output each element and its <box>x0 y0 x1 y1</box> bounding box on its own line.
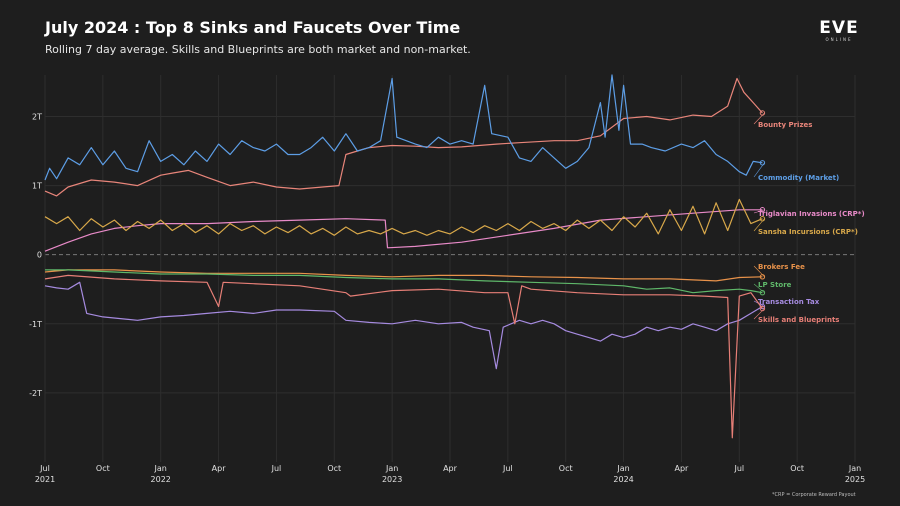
series-end-marker <box>759 289 766 296</box>
x-tick-year-label: 2021 <box>35 475 55 484</box>
x-tick-label: Oct <box>790 464 804 473</box>
chart-title: July 2024 : Top 8 Sinks and Faucets Over… <box>45 18 461 37</box>
x-tick-year-label: 2025 <box>845 475 865 484</box>
series-label-connector <box>753 162 765 178</box>
x-tick-label: Apr <box>443 464 458 473</box>
series-line <box>44 77 763 197</box>
series-label: Sansha Incursions (CRP*) <box>758 228 858 236</box>
series-line <box>44 269 763 282</box>
series-line <box>44 74 763 181</box>
series-label-connector <box>753 218 765 232</box>
series-label: Bounty Prizes <box>758 121 812 129</box>
logo-text: EVE <box>819 18 859 38</box>
series-label: Triglavian Invasions (CRP*) <box>758 210 865 218</box>
series-line <box>44 281 763 370</box>
x-tick-label: Jul <box>733 464 744 473</box>
logo-subtext: ONLINE <box>825 37 853 42</box>
x-tick-year-label: 2022 <box>151 475 171 484</box>
y-tick-label: 0 <box>37 251 42 260</box>
x-tick-label: Jan <box>385 464 398 473</box>
series-label-connector <box>753 283 765 293</box>
y-tick-label: -2T <box>29 389 42 398</box>
series-end-marker <box>759 160 766 166</box>
chart-subtitle: Rolling 7 day average. Skills and Bluepr… <box>45 43 471 56</box>
series-line <box>45 269 763 294</box>
series-label-connector <box>753 308 765 320</box>
series-line <box>44 209 763 252</box>
series-label-connector <box>753 265 765 278</box>
x-tick-label: Oct <box>559 464 573 473</box>
y-tick-label: 1T <box>32 182 42 191</box>
x-tick-label: Apr <box>675 464 690 473</box>
x-tick-label: Oct <box>327 464 341 473</box>
x-tick-label: Apr <box>212 464 227 473</box>
series-label: Skills and Blueprints <box>758 316 839 324</box>
series-line <box>44 198 763 236</box>
y-tick-label: -1T <box>29 320 42 329</box>
series-end-marker <box>759 110 766 116</box>
x-tick-label: Jan <box>848 464 861 473</box>
x-tick-label: Jan <box>154 464 167 473</box>
x-tick-year-label: 2024 <box>613 475 633 484</box>
y-tick-label: 2T <box>32 112 42 121</box>
series-end-marker <box>759 207 766 213</box>
eve-online-logo: EVE ONLINE <box>812 20 866 43</box>
series-label-connector <box>753 112 765 125</box>
series-line <box>44 274 763 439</box>
x-tick-label: Jul <box>39 464 50 473</box>
series-label: LP Store <box>758 281 792 289</box>
series-label: Commodity (Market) <box>758 174 839 182</box>
x-tick-label: Jul <box>271 464 282 473</box>
series-label: Brokers Fee <box>758 263 805 271</box>
x-tick-year-label: 2023 <box>382 475 402 484</box>
x-tick-label: Jan <box>616 464 629 473</box>
x-tick-label: Jul <box>502 464 513 473</box>
series-label-connector <box>753 209 765 214</box>
series-label: Transaction Tax <box>758 298 820 306</box>
x-tick-label: Oct <box>96 464 110 473</box>
footnote: *CRP = Corporate Reward Payout <box>772 492 856 498</box>
